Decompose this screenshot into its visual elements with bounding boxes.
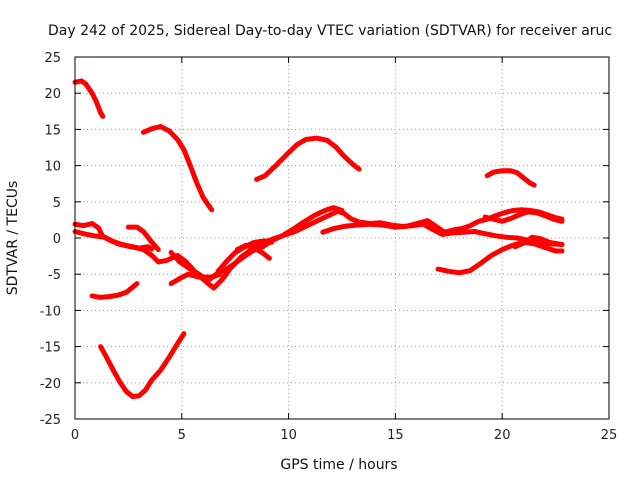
tick-marks (74, 56, 610, 420)
y-tick-label: -25 (40, 413, 61, 428)
series-line-arc-13 (234, 242, 272, 261)
y-tick-label: 20 (44, 87, 61, 102)
chart-title: Day 242 of 2025, Sidereal Day-to-day VTE… (48, 23, 612, 39)
y-tick-labels: -25 -20 -15 -10 -5 0 5 10 15 20 25 (40, 51, 61, 428)
series-line-arc-03 (254, 135, 362, 182)
y-tick-label: 15 (44, 123, 61, 138)
series-line-arc-04 (484, 168, 537, 188)
y-tick-label: -10 (40, 304, 61, 319)
series-layer (72, 78, 565, 400)
x-tick-label: 10 (280, 428, 297, 443)
x-axis-label: GPS time / hours (280, 457, 397, 473)
series-line-arc-10 (168, 208, 565, 291)
series-line-arc-01 (72, 78, 106, 119)
x-tick-label: 0 (71, 428, 79, 443)
series-line-arc-09 (125, 224, 161, 253)
x-tick-label: 5 (178, 428, 186, 443)
series-line-arc-11 (168, 205, 345, 287)
x-tick-label: 20 (494, 428, 511, 443)
x-tick-labels: 0 5 10 15 20 25 (71, 428, 617, 443)
x-tick-label: 25 (601, 428, 618, 443)
series-line-arc-06 (98, 331, 187, 400)
y-tick-label: 5 (53, 196, 61, 211)
y-tick-label: 0 (53, 232, 61, 247)
series-line-arc-08 (72, 229, 155, 252)
series-line-arc-16 (435, 239, 565, 276)
series-line-arc-17 (512, 234, 565, 250)
series-line-arc-02 (140, 124, 215, 213)
y-axis-label: SDTVAR / TECUs (5, 181, 21, 296)
x-tick-label: 15 (387, 428, 404, 443)
y-tick-label: -5 (48, 268, 61, 283)
y-tick-label: -15 (40, 341, 61, 356)
y-tick-label: 10 (44, 160, 61, 175)
series-line-arc-15 (482, 209, 565, 224)
y-tick-label: 25 (44, 51, 61, 66)
y-tick-label: -20 (40, 377, 61, 392)
series-line-arc-05 (89, 281, 140, 300)
